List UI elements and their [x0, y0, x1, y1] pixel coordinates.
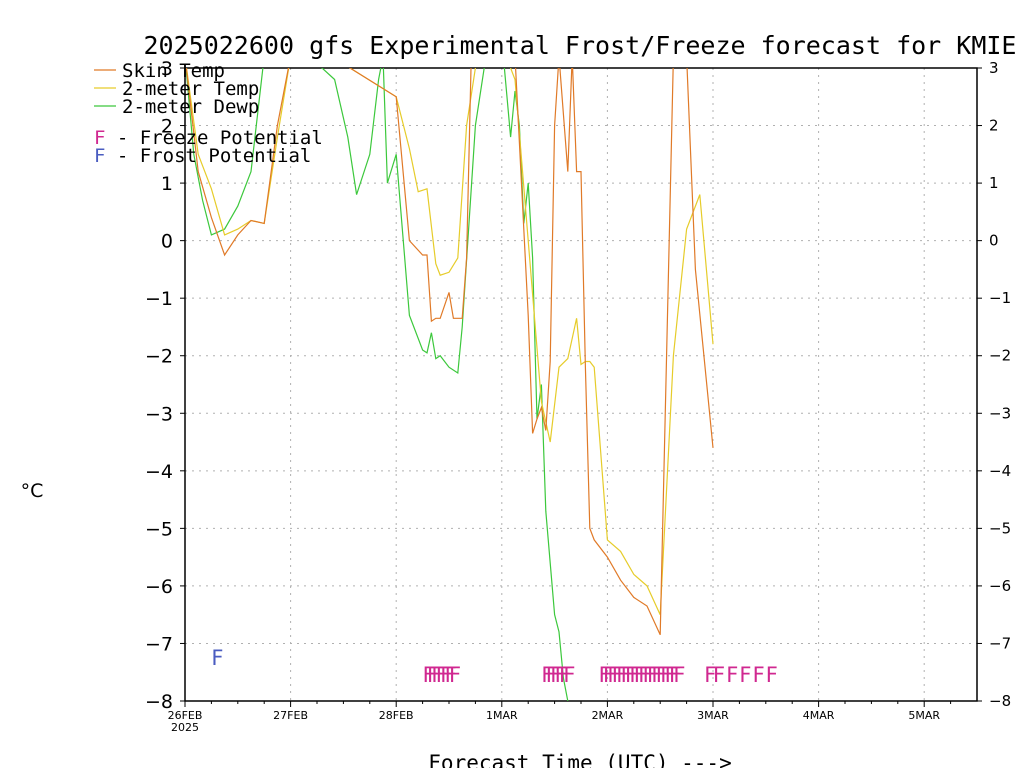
potential-marker: F [449, 663, 461, 687]
potential-marker: F [673, 663, 685, 687]
potential-marker: F [427, 663, 439, 687]
y-tick-label: 3 [161, 58, 173, 80]
potential-marker: F [607, 663, 619, 687]
y-tick-label-right: −2 [989, 347, 1011, 365]
y-tick-label: −3 [145, 403, 173, 425]
legend-label: 2-meter Dewp [122, 96, 259, 118]
potential-marker: F [541, 663, 553, 687]
potential-marker: F [660, 663, 672, 687]
potential-marker: F [634, 663, 646, 687]
y-axis-label: °C [21, 480, 44, 502]
potential-legend-label: F - Frost Potential [94, 145, 311, 167]
x-tick-label: 2MAR [592, 709, 624, 722]
series-line-2-meter-dewp [185, 68, 569, 701]
potential-marker: F [669, 663, 681, 687]
y-tick-label: 2 [161, 116, 173, 138]
series-lines [185, 68, 714, 701]
potential-marker: F [616, 663, 628, 687]
y-tick-label: −4 [145, 461, 173, 483]
series-line-skin-temp [185, 68, 714, 636]
potential-marker: F [599, 663, 611, 687]
potential-marker: F [550, 663, 562, 687]
potential-marker: F [423, 663, 435, 687]
y-tick-label-right: −5 [989, 519, 1011, 537]
potential-marker: F [625, 663, 637, 687]
potential-marker: F [726, 663, 738, 687]
y-tick-label-right: −4 [989, 462, 1011, 480]
potential-marker: F [546, 663, 558, 687]
potential-marker: F [555, 663, 567, 687]
y-tick-label-right: −6 [989, 577, 1011, 595]
y-tick-label-right: 3 [989, 59, 999, 77]
x-tick-label: 1MAR [486, 709, 518, 722]
potential-marker: F [559, 663, 571, 687]
x-tick-label: 4MAR [803, 709, 835, 722]
y-tick-label-right: −3 [989, 404, 1011, 422]
legend-label: 2-meter Temp [122, 78, 259, 100]
x-tick-label: 26FEB [168, 709, 203, 722]
potential-marker: F [211, 646, 223, 670]
potential-marker: F [651, 663, 663, 687]
y-axis: −8 −8 −7 −7 −6 −6 −5 −5 −4 −4 −3 −3 −2 −2 −1 −1 0 0 1 1 2 2 3 3 [145, 58, 1011, 713]
y-tick-label: −8 [145, 691, 173, 713]
y-tick-label: 0 [161, 231, 173, 253]
x-tick-sublabel: 2025 [171, 721, 199, 734]
potential-marker: F [643, 663, 655, 687]
legend-label: Skin Temp [122, 60, 225, 82]
chart-title: 2025022600 gfs Experimental Frost/Freeze… [144, 31, 1017, 60]
potential-marker: F [445, 663, 457, 687]
potential-marker: F [766, 663, 778, 687]
potential-marker: F [431, 663, 443, 687]
grid [185, 68, 977, 701]
y-tick-label: 1 [161, 173, 173, 195]
x-tick-label: 3MAR [697, 709, 729, 722]
y-tick-label-right: 2 [989, 117, 999, 135]
y-tick-label: −5 [145, 518, 173, 540]
potential-legend-label: F - Freeze Potential [94, 127, 323, 149]
y-tick-label-right: 0 [989, 232, 999, 250]
x-tick-label: 28FEB [379, 709, 414, 722]
potential-marker: F [713, 663, 725, 687]
potential-marker: F [739, 663, 751, 687]
x-axis-label: Forecast Time (UTC) ---> [428, 751, 731, 768]
y-tick-label: −2 [145, 346, 173, 368]
y-tick-label-right: −1 [989, 289, 1011, 307]
potential-marker: F [638, 663, 650, 687]
x-tick-label: 5MAR [908, 709, 940, 722]
potential-marker: F [647, 663, 659, 687]
y-tick-label-right: −7 [989, 634, 1011, 652]
potential-marker: F [563, 663, 575, 687]
y-tick-label-right: −8 [989, 692, 1011, 710]
potential-marker: F [704, 663, 716, 687]
series-line-2-meter-temp [185, 68, 714, 615]
potential-marker: F [656, 663, 668, 687]
potential-marker: F [753, 663, 765, 687]
potential-marker: F [440, 663, 452, 687]
y-tick-label: −1 [145, 288, 173, 310]
x-tick-label: 27FEB [273, 709, 308, 722]
potential-marker: F [436, 663, 448, 687]
y-tick-label: −6 [145, 576, 173, 598]
y-tick-label: −7 [145, 633, 173, 655]
potential-marker: F [629, 663, 641, 687]
potential-marker: F [665, 663, 677, 687]
potential-marker: F [612, 663, 624, 687]
potential-marker: F [621, 663, 633, 687]
y-tick-label-right: 1 [989, 174, 999, 192]
potential-marker: F [603, 663, 615, 687]
